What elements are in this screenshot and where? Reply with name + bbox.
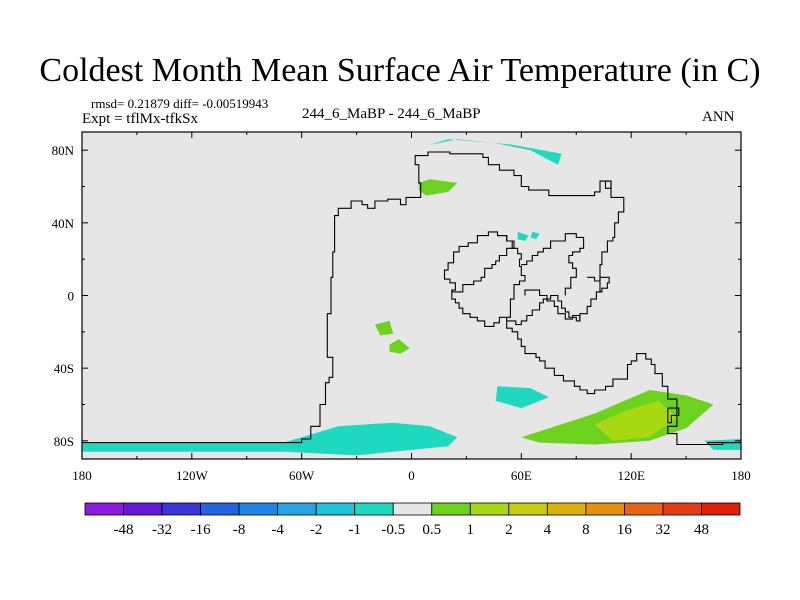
- case-text: 244_6_MaBP - 244_6_MaBP: [302, 106, 481, 122]
- small-island-outline: [604, 180, 612, 189]
- colorbar-label: -4: [271, 522, 284, 538]
- antarctic-east-outline: [707, 442, 741, 445]
- west-coast-outline: [82, 384, 327, 444]
- colorbar-label: -2: [310, 522, 323, 538]
- lon-label: 180: [731, 468, 751, 483]
- colorbar-label: 48: [694, 522, 709, 538]
- colorbar-swatch: [662, 502, 702, 516]
- colorbar-swatch: [315, 502, 356, 516]
- continent-outline: [324, 151, 741, 446]
- stats-text: rmsd= 0.21879 diff= -0.00519943: [91, 96, 269, 111]
- anomaly-region-south-atlantic-green-a: [374, 320, 394, 336]
- colorbar-swatch: [469, 502, 510, 516]
- inland-sea-b-outline: [521, 233, 585, 296]
- colorbar-label: 4: [544, 522, 552, 538]
- colorbar-swatch: [123, 502, 163, 516]
- colorbar-swatch: [84, 502, 124, 516]
- colorbar-label: -1: [348, 522, 361, 538]
- hudson-outline: [587, 276, 610, 293]
- lat-label: 40N: [52, 216, 75, 231]
- colorbar-swatch: [701, 502, 741, 516]
- expt-text: Expt = tflMx-tfkSx: [82, 111, 198, 127]
- colorbar-swatch: [624, 502, 664, 516]
- colorbar-swatch: [200, 502, 240, 516]
- plot-title: Coldest Month Mean Surface Air Temperatu…: [39, 52, 761, 89]
- lon-label: 0: [408, 468, 415, 483]
- lon-label: 60W: [289, 468, 315, 483]
- colorbar-swatch: [431, 502, 471, 516]
- inland-sea-c-outline: [524, 289, 581, 321]
- lat-label: 80N: [52, 143, 75, 158]
- colorbar-swatch: [508, 502, 548, 516]
- period-text: ANN: [702, 109, 735, 125]
- lon-label: 180: [72, 468, 92, 483]
- anomaly-region-arctic-north-cyan: [429, 139, 562, 165]
- colorbar-swatch: [354, 502, 394, 516]
- colorbar-label: 8: [582, 522, 590, 538]
- anomaly-region-southern-ocean-cyan: [82, 422, 458, 456]
- colorbar-label: 32: [655, 522, 670, 538]
- anomaly-region-midlat-cyan-a: [517, 231, 529, 241]
- colorbar-label: -0.5: [381, 522, 405, 538]
- colorbar-label: -32: [152, 522, 172, 538]
- colorbar-swatch: [585, 502, 625, 516]
- colorbar-label: -8: [233, 522, 246, 538]
- colorbar-swatch: [392, 502, 433, 516]
- colorbar-label: 16: [617, 522, 633, 538]
- lat-label: 80S: [54, 434, 74, 449]
- colorbar-swatch: [277, 502, 317, 516]
- colorbar-swatch: [238, 502, 279, 516]
- inland-sea-outline: [451, 235, 515, 293]
- colorbar-label: 0.5: [422, 522, 441, 538]
- anomaly-region-south-pacific-yellow: [594, 400, 677, 441]
- anomaly-region-midlat-cyan-b: [530, 231, 540, 240]
- east-island-outline: [667, 407, 680, 424]
- lon-label: 120E: [617, 468, 645, 483]
- anomaly-region-south-indian-cyan: [495, 386, 549, 409]
- anomaly-region-south-atlantic-green-b: [389, 339, 410, 354]
- lon-label: 120W: [176, 468, 209, 483]
- colorbar-label: -16: [191, 522, 211, 538]
- colorbar-label: -48: [114, 522, 134, 538]
- lon-label: 60E: [511, 468, 532, 483]
- colorbar-swatch: [546, 502, 587, 516]
- lat-label: 40S: [54, 361, 74, 376]
- anomaly-region-greenland-green: [418, 179, 458, 196]
- colorbar-label: 2: [505, 522, 513, 538]
- colorbar-swatch: [161, 502, 201, 516]
- colorbar-label: 1: [467, 522, 475, 538]
- lat-label: 0: [68, 289, 75, 304]
